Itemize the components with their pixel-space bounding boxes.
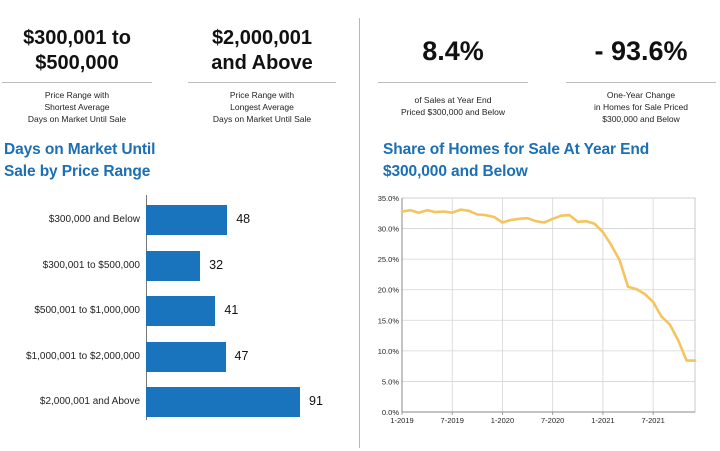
stat-rule xyxy=(566,82,716,83)
right-section-title: Share of Homes for Sale At Year End $300… xyxy=(383,139,649,183)
left-section-title-line: Sale by Price Range xyxy=(4,163,151,180)
bar-category-label: $1,000,001 to $2,000,000 xyxy=(26,350,140,362)
bar-category-label: $2,000,001 and Above xyxy=(39,396,140,407)
y-tick-label: 10.0% xyxy=(378,347,400,356)
left-section-title-line: Days on Market Until xyxy=(4,141,156,158)
y-tick-label: 35.0% xyxy=(378,194,400,203)
bar xyxy=(146,205,228,235)
stat-description: One-Year Change in Homes for Sale Priced… xyxy=(566,89,716,125)
stat-description-line: Priced $300,000 and Below xyxy=(401,107,505,117)
stat-description-line: One-Year Change xyxy=(606,90,676,100)
stat-rule xyxy=(188,82,336,83)
x-tick-label: 7-2019 xyxy=(441,416,464,425)
x-tick-label: 1-2021 xyxy=(591,416,614,425)
y-tick-label: 30.0% xyxy=(378,225,400,234)
x-tick-label: 7-2020 xyxy=(541,416,564,425)
stat-value: 8.4% xyxy=(422,36,484,66)
bar-value-label: 41 xyxy=(224,303,239,317)
stat-value: $300,001 to $500,000 xyxy=(2,26,152,76)
stat-value: $2,000,001 and Above xyxy=(188,26,336,76)
y-tick-label: 25.0% xyxy=(378,255,400,264)
y-tick-label: 0.0% xyxy=(382,408,399,417)
stat-description-line: of Sales at Year End xyxy=(414,95,492,105)
stat-description-line: Days on Market Until Sale xyxy=(27,114,127,124)
stat-description-line: Days on Market Until Sale xyxy=(212,114,312,124)
stat-value-line: $2,000,001 xyxy=(211,27,313,49)
stat-rule xyxy=(378,82,528,83)
bar xyxy=(146,387,300,417)
y-tick-label: 20.0% xyxy=(378,286,400,295)
stat-value-line: $300,001 to xyxy=(23,27,131,49)
days-on-market-bar-chart: $300,000 and Below 48 $300,001 to $500,000… xyxy=(0,190,358,430)
stat-description-line: Longest Average xyxy=(230,102,294,112)
stat-rule xyxy=(2,82,152,83)
y-tick-label: 15.0% xyxy=(378,316,400,325)
stat-description-line: Shortest Average xyxy=(44,102,110,112)
stat-value-line: $500,000 xyxy=(35,52,119,74)
stat-description: of Sales at Year End Priced $300,000 and… xyxy=(378,94,528,118)
y-tick-label: 5.0% xyxy=(382,377,399,386)
stat-description-line: Price Range with xyxy=(229,90,295,100)
right-section-title-line: $300,000 and Below xyxy=(383,163,528,180)
x-tick-label: 1-2020 xyxy=(491,416,514,425)
bar-value-label: 47 xyxy=(234,348,249,363)
bar-value-label: 32 xyxy=(209,257,224,272)
bar xyxy=(146,341,226,372)
stat-description-line: $300,000 and Below xyxy=(602,114,680,124)
series-line xyxy=(400,208,697,362)
share-line-chart: 0.0% 5.0% 10.0% 15.0% 20.0% 25.0% 30.0% 35.0% 1-… xyxy=(378,194,697,425)
stat-value-line: and Above xyxy=(211,52,313,74)
stat-value: - 93.6% xyxy=(594,36,688,66)
stat-description-line: Price Range with xyxy=(44,90,110,100)
bar xyxy=(146,250,201,281)
bar-category-label: $500,001 to $1,000,000 xyxy=(34,305,140,316)
stat-description-line: in Homes for Sale Priced xyxy=(593,102,688,112)
left-section-title: Days on Market Until Sale by Price Range xyxy=(4,139,155,183)
right-section-title-line: Share of Homes for Sale At Year End xyxy=(383,141,650,158)
stat-description: Price Range with Longest Average Days on… xyxy=(188,89,336,125)
bar-category-label: $300,001 to $500,000 xyxy=(42,259,140,271)
bar-value-label: 48 xyxy=(236,212,251,226)
bar xyxy=(146,296,216,326)
bar-value-label: 91 xyxy=(309,394,323,408)
bar-category-label: $300,000 and Below xyxy=(48,214,140,225)
x-tick-label: 1-2019 xyxy=(390,416,413,425)
x-tick-label: 7-2021 xyxy=(641,416,664,425)
stat-description: Price Range with Shortest Average Days o… xyxy=(2,89,152,125)
panel-divider xyxy=(359,18,360,448)
plot-frame xyxy=(401,197,696,413)
